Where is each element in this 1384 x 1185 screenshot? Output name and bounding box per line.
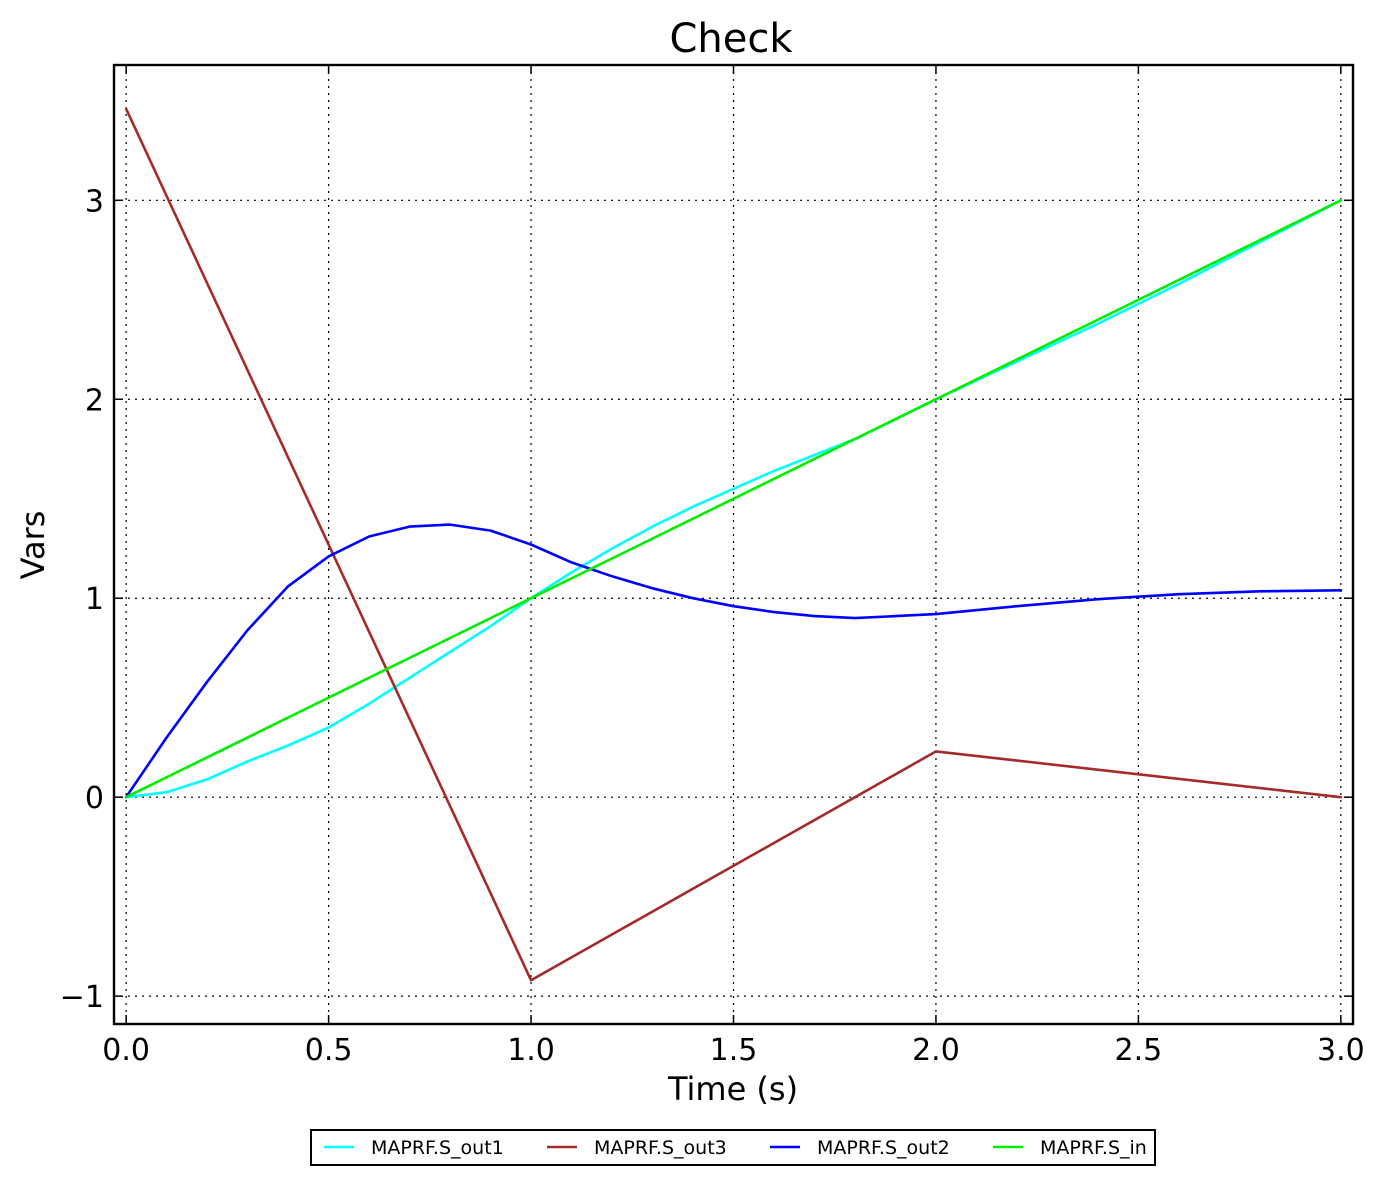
x-tick-label: 2.5: [1115, 1033, 1163, 1068]
legend-label: MAPRF.S_out2: [817, 1137, 950, 1159]
legend-label: MAPRF.S_out3: [594, 1137, 727, 1159]
y-axis-label: Vars: [14, 511, 52, 580]
y-tick-label: −1: [60, 980, 104, 1015]
series-line: [124, 107, 1343, 982]
y-tick-label: 1: [85, 582, 104, 617]
x-axis-label: Time (s): [667, 1070, 798, 1108]
legend: MAPRF.S_out1 MAPRF.S_out3 MAPRF.S_out2 MAPR…: [310, 1129, 1156, 1166]
series-lines: [124, 107, 1343, 982]
series-line: [124, 199, 1343, 799]
x-tick-label: 1.0: [507, 1033, 555, 1068]
legend-label: MAPRF.S_out1: [371, 1137, 504, 1159]
x-tick-label: 0.5: [305, 1033, 353, 1068]
series-line: [124, 523, 1343, 799]
series-line: [124, 199, 1343, 799]
legend-label: MAPRF.S_in: [1040, 1137, 1147, 1159]
y-tick-label: 2: [85, 383, 104, 418]
grid-lines: [114, 65, 1353, 1024]
y-tick-label: 3: [85, 184, 104, 219]
x-tick-label: 1.5: [710, 1033, 758, 1068]
y-tick-labels: −1 0 1 2 3: [60, 184, 104, 1015]
axis-ticks: [114, 65, 1353, 1024]
x-tick-label: 2.0: [912, 1033, 960, 1068]
y-tick-label: 0: [85, 781, 104, 816]
chart-title: Check: [669, 16, 793, 62]
x-tick-label: 3.0: [1317, 1033, 1365, 1068]
plot-frame: [112, 63, 1355, 1026]
x-tick-labels: 0.0 0.5 1.0 1.5 2.0 2.5 3.0: [102, 1033, 1364, 1068]
x-tick-label: 0.0: [102, 1033, 150, 1068]
